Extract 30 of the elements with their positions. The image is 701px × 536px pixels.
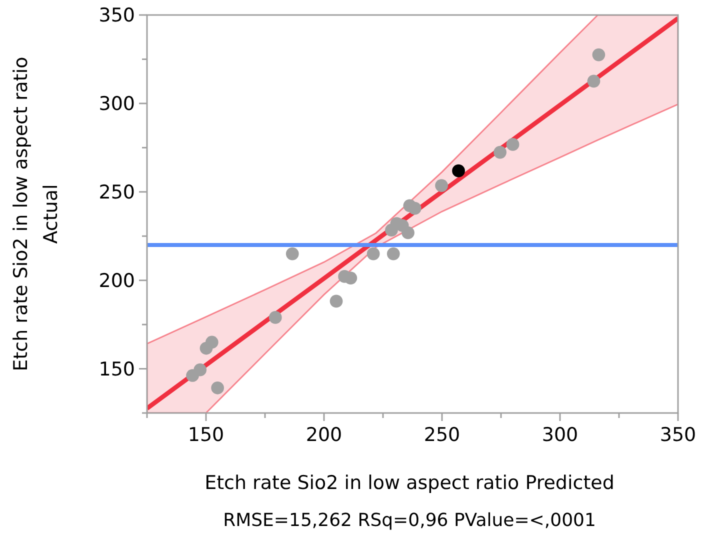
y-tick-label: 200	[98, 270, 135, 292]
point	[211, 381, 224, 394]
point	[366, 247, 380, 260]
point	[506, 138, 520, 151]
point	[344, 272, 358, 284]
x-tick-label: 350	[660, 424, 696, 446]
point	[494, 146, 506, 159]
x-tick-label: 200	[306, 424, 342, 446]
y-axis-title: Etch rate Sio2 in low aspect ratio Actual	[10, 56, 62, 372]
point	[435, 179, 448, 192]
point	[402, 226, 414, 240]
x-tick-label: 150	[188, 424, 224, 446]
y-tick-label: 250	[98, 182, 135, 204]
x-tick-label: 250	[424, 424, 460, 446]
point	[286, 247, 299, 260]
point	[386, 247, 400, 260]
x-tick-label: 300	[542, 424, 578, 446]
point	[194, 363, 207, 376]
point	[205, 336, 218, 349]
point	[452, 164, 465, 178]
x-axis-title: Etch rate Sio2 in low aspect ratio Predicted	[204, 472, 614, 494]
y-tick-label: 300	[98, 93, 135, 116]
point	[587, 74, 600, 88]
point	[268, 311, 282, 324]
point	[592, 48, 606, 62]
text: RMSE=15,262 RSq=0,96 PValue=<,0001	[223, 510, 596, 531]
point	[330, 294, 343, 308]
y-tick-label: 150	[98, 358, 135, 380]
point	[408, 202, 422, 215]
y-tick-label: 350	[98, 4, 135, 27]
